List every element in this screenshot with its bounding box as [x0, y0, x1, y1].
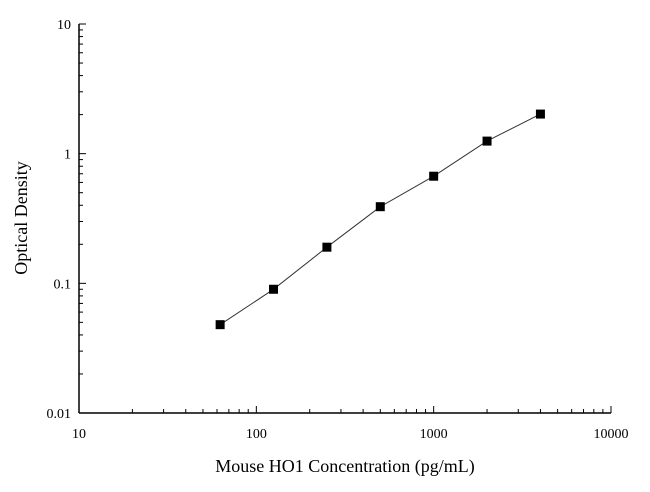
y-tick-label: 0.01 [47, 407, 72, 422]
axes: 10 100 1000 10000 0.01 0.1 1 10 [47, 18, 629, 442]
x-tick-label: 100 [246, 427, 267, 442]
data-point [322, 242, 332, 252]
data-series [215, 109, 545, 330]
data-point [269, 284, 279, 294]
x-tick-label: 10000 [594, 427, 629, 442]
x-axis-label: Mouse HO1 Concentration (pg/mL) [215, 456, 474, 477]
data-point [375, 202, 385, 212]
y-tick-label: 0.1 [54, 277, 72, 292]
y-tick-label: 1 [64, 148, 71, 163]
data-point [215, 320, 225, 330]
y-tick-label: 10 [57, 18, 71, 33]
data-point [429, 171, 439, 181]
data-point [482, 136, 492, 146]
data-point [535, 109, 545, 119]
x-tick-label: 1000 [420, 427, 448, 442]
x-tick-label: 10 [72, 427, 86, 442]
y-axis-label: Optical Density [11, 161, 31, 274]
series-line [219, 113, 541, 326]
